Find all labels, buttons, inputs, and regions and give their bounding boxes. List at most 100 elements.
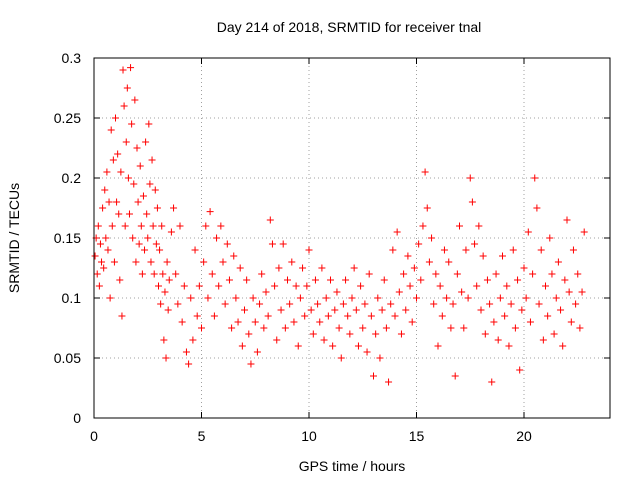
data-point bbox=[436, 282, 444, 290]
data-point bbox=[290, 318, 298, 326]
x-axis-label: GPS time / hours bbox=[299, 458, 406, 474]
y-tick-label: 0.3 bbox=[62, 50, 82, 66]
data-point bbox=[147, 258, 155, 266]
data-point bbox=[365, 270, 373, 278]
data-point bbox=[537, 246, 545, 254]
data-point bbox=[456, 222, 463, 230]
data-point bbox=[234, 318, 242, 326]
x-tick-label: 5 bbox=[198, 428, 206, 444]
data-point bbox=[241, 306, 248, 314]
data-point bbox=[458, 288, 466, 296]
data-point bbox=[162, 354, 170, 362]
data-point bbox=[109, 156, 117, 164]
data-point bbox=[98, 258, 106, 266]
data-point bbox=[552, 294, 560, 302]
axis-ticks bbox=[93, 57, 610, 419]
data-point bbox=[393, 228, 401, 236]
data-point bbox=[139, 192, 147, 200]
x-tick-label: 0 bbox=[90, 428, 98, 444]
data-point bbox=[243, 276, 251, 284]
data-point bbox=[172, 270, 180, 278]
data-point bbox=[176, 222, 184, 230]
data-point bbox=[561, 276, 569, 284]
data-point bbox=[428, 234, 436, 242]
data-point bbox=[565, 288, 573, 296]
data-point bbox=[149, 222, 157, 230]
data-point bbox=[256, 300, 264, 308]
chart-title: Day 214 of 2018, SRMTID for receiver tna… bbox=[217, 19, 482, 35]
data-point bbox=[193, 312, 201, 320]
data-point bbox=[124, 174, 132, 182]
data-point bbox=[299, 264, 307, 272]
data-point bbox=[296, 294, 304, 302]
data-point bbox=[468, 198, 476, 206]
data-point bbox=[104, 246, 112, 254]
data-point bbox=[294, 342, 302, 350]
data-point bbox=[520, 264, 528, 272]
data-point bbox=[225, 276, 233, 284]
data-point bbox=[303, 282, 311, 290]
data-point bbox=[151, 186, 159, 194]
data-point bbox=[153, 204, 161, 212]
data-point bbox=[488, 378, 496, 386]
x-tick-label: 15 bbox=[409, 428, 425, 444]
data-point bbox=[318, 264, 326, 272]
data-point bbox=[524, 228, 532, 236]
data-point bbox=[477, 306, 485, 314]
data-point bbox=[410, 264, 418, 272]
data-point bbox=[374, 294, 382, 302]
data-point bbox=[180, 282, 188, 290]
data-point bbox=[249, 294, 257, 302]
data-point bbox=[191, 246, 199, 254]
data-point bbox=[546, 234, 554, 242]
data-point bbox=[339, 300, 347, 308]
data-point bbox=[142, 138, 150, 146]
data-point bbox=[178, 318, 186, 326]
data-point bbox=[264, 312, 272, 320]
data-point bbox=[167, 228, 175, 236]
data-point bbox=[327, 276, 334, 284]
data-point bbox=[440, 246, 448, 254]
data-point bbox=[157, 300, 165, 308]
data-point bbox=[107, 126, 115, 134]
data-point bbox=[198, 324, 205, 332]
y-tick-label: 0.1 bbox=[62, 290, 82, 306]
data-point bbox=[425, 258, 433, 266]
data-point bbox=[494, 336, 502, 344]
data-point bbox=[130, 180, 138, 188]
data-point bbox=[352, 306, 360, 314]
data-point bbox=[174, 300, 182, 308]
data-point bbox=[522, 294, 530, 302]
data-point bbox=[397, 330, 405, 338]
data-point bbox=[195, 282, 203, 290]
data-point bbox=[105, 198, 113, 206]
data-point bbox=[114, 150, 122, 158]
data-point bbox=[395, 288, 403, 296]
data-point bbox=[132, 258, 140, 266]
data-point bbox=[101, 186, 109, 194]
data-point bbox=[464, 294, 472, 302]
data-point bbox=[119, 66, 127, 74]
data-point bbox=[337, 354, 345, 362]
data-point bbox=[344, 312, 352, 320]
data-point bbox=[533, 204, 541, 212]
data-point bbox=[389, 246, 397, 254]
data-point bbox=[324, 312, 332, 320]
data-point bbox=[136, 162, 144, 170]
data-point bbox=[187, 294, 195, 302]
data-point bbox=[475, 222, 483, 230]
x-tick-label: 10 bbox=[301, 428, 317, 444]
data-point bbox=[572, 300, 580, 308]
data-point bbox=[559, 342, 567, 350]
data-point bbox=[127, 64, 135, 72]
data-point bbox=[232, 294, 240, 302]
y-tick-label: 0.2 bbox=[62, 170, 82, 186]
y-tick-label: 0.05 bbox=[54, 350, 81, 366]
data-point bbox=[96, 240, 104, 248]
data-point bbox=[247, 360, 255, 368]
data-point bbox=[122, 138, 130, 146]
data-point bbox=[376, 354, 384, 362]
data-point bbox=[451, 372, 459, 380]
data-point bbox=[253, 348, 261, 356]
